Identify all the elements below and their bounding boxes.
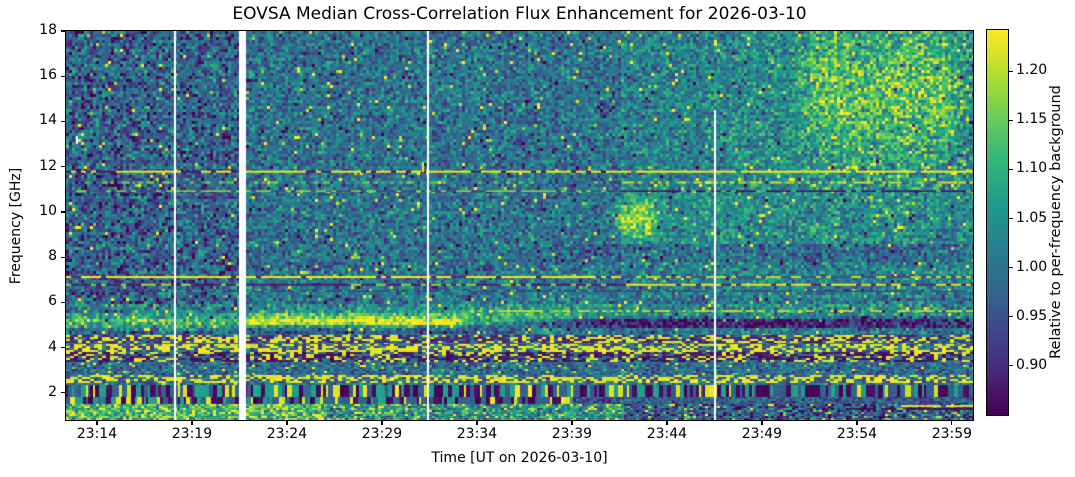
colorbar-tick-label: 1.00 [1016,258,1048,275]
x-tick-mark [761,421,763,425]
x-tick-mark [191,421,193,425]
colorbar-label: Relative to per-frequency background [1048,85,1064,359]
colorbar-canvas [987,30,1008,415]
colorbar-tick-mark [1009,316,1013,318]
x-tick-mark [856,421,858,425]
y-tick-label: 6 [48,293,57,310]
colorbar-tick-label: 0.95 [1016,307,1048,324]
y-tick-label: 18 [39,22,57,38]
colorbar-tick-label: 0.90 [1016,356,1048,373]
colorbar-tick-mark [1009,267,1013,269]
y-tick-mark [61,120,65,123]
y-tick-mark [61,166,65,168]
x-tick-label: 23:39 [551,426,593,442]
colorbar-tick-label: 1.05 [1016,209,1048,226]
x-tick-mark [951,421,953,425]
spectrogram-canvas [66,31,973,420]
x-tick-mark [666,421,668,425]
colorbar-tick-mark [1009,365,1013,367]
colorbar-tick-mark [1009,217,1013,220]
y-tick-mark [61,347,65,349]
y-tick-label: 10 [39,202,57,219]
x-tick-label: 23:14 [76,426,118,442]
x-tick-label: 23:54 [836,426,878,442]
y-tick-label: 12 [39,157,57,174]
colorbar-tick-label: 1.15 [1016,111,1048,128]
y-tick-label: 4 [48,338,57,355]
plot-area [65,30,974,421]
x-tick-label: 23:44 [646,426,688,442]
colorbar-tick-mark [1009,119,1013,121]
x-tick-mark [286,421,288,425]
colorbar-tick-label: 1.20 [1016,62,1048,79]
colorbar-tick-mark [1009,70,1013,72]
x-tick-mark [571,421,573,425]
y-tick-label: 2 [48,383,57,400]
x-axis-label: Time [UT on 2026-03-10] [431,450,608,466]
chart-title: EOVSA Median Cross-Correlation Flux Enha… [232,4,807,24]
y-tick-mark [61,256,65,258]
x-tick-label: 23:59 [931,426,973,442]
y-tick-label: 14 [39,112,57,129]
y-tick-mark [61,392,65,394]
colorbar [986,29,1009,416]
x-tick-label: 23:29 [361,426,403,442]
y-tick-label: 16 [39,67,57,84]
x-tick-mark [476,421,478,425]
x-tick-label: 23:34 [456,426,498,442]
x-tick-mark [381,421,383,425]
y-tick-mark [61,30,65,32]
y-tick-mark [61,75,65,77]
colorbar-tick-mark [1009,168,1013,171]
y-tick-mark [61,211,65,213]
y-tick-label: 8 [48,248,57,265]
colorbar-tick-label: 1.10 [1016,160,1048,177]
y-axis-label: Frequency [GHz] [8,167,24,285]
x-tick-mark [96,421,98,425]
x-tick-label: 23:24 [266,426,308,442]
x-tick-label: 23:19 [171,426,213,442]
x-tick-label: 23:49 [741,426,783,442]
y-tick-mark [61,301,65,303]
